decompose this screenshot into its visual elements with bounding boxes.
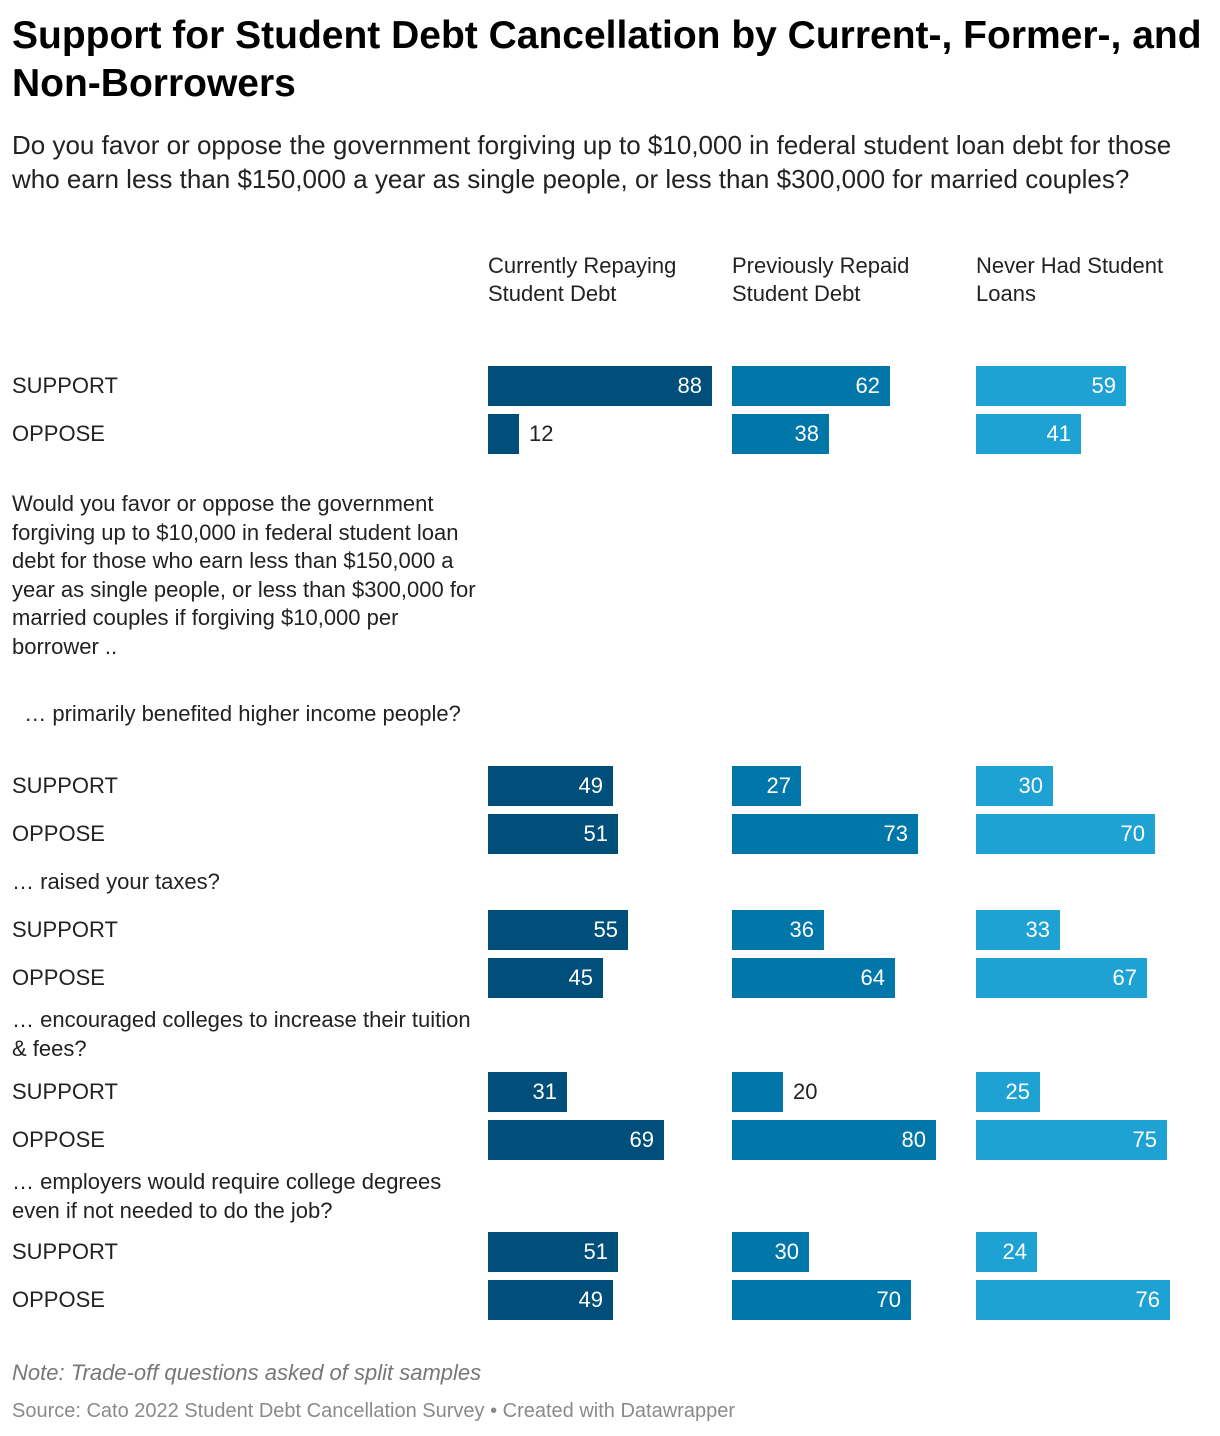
bar-value-label: 88	[677, 373, 702, 398]
chart-subtitle: Do you favor or oppose the government fo…	[12, 130, 1172, 194]
bar-never-had-support	[976, 1232, 1037, 1272]
bar-never-had-oppose	[976, 958, 1147, 998]
bar-value-label: 69	[629, 1127, 654, 1152]
chart-source: Source: Cato 2022 Student Debt Cancellat…	[12, 1398, 735, 1424]
bar-previously-repaid-support	[732, 910, 824, 950]
bar-never-had-oppose	[976, 814, 1155, 854]
bar-value-label: 55	[593, 917, 618, 942]
bar-value-label: 67	[1112, 965, 1137, 990]
bar-value-label: 75	[1132, 1127, 1157, 1152]
bar-value-label: 25	[1005, 1079, 1030, 1104]
bar-value-label: 70	[876, 1287, 901, 1312]
bar-never-had-support	[976, 766, 1053, 806]
bar-never-had-oppose	[976, 1120, 1167, 1160]
bar-currently-repaying-oppose	[488, 414, 519, 454]
bar-currently-repaying-oppose	[488, 1280, 613, 1320]
row-label-support: SUPPORT	[12, 373, 118, 398]
bar-never-had-support	[976, 910, 1060, 950]
bar-value-label: 27	[766, 773, 791, 798]
bar-value-label: 41	[1046, 421, 1071, 446]
bar-never-had-support	[976, 366, 1126, 406]
bar-value-label: 51	[583, 1239, 608, 1264]
bar-currently-repaying-oppose	[488, 814, 618, 854]
row-label-support: SUPPORT	[12, 1239, 118, 1264]
bar-value-label: 70	[1120, 821, 1145, 846]
bar-value-label: 24	[1002, 1239, 1027, 1264]
bar-currently-repaying-oppose	[488, 1120, 664, 1160]
bar-currently-repaying-support	[488, 1072, 567, 1112]
bar-previously-repaid-support	[732, 366, 890, 406]
bar-value-label: 30	[774, 1239, 799, 1264]
bar-value-label: 49	[578, 1287, 603, 1312]
bar-value-label: 31	[532, 1079, 557, 1104]
group-question: … primarily benefited higher income peop…	[12, 701, 461, 726]
bar-value-label: 64	[860, 965, 885, 990]
column-header-never-had: Never Had Student Loans	[976, 253, 1164, 306]
row-label-support: SUPPORT	[12, 1079, 118, 1104]
bar-value-label: 36	[789, 917, 814, 942]
group-question: … encouraged colleges to increase their …	[12, 1007, 477, 1061]
bar-value-label: 73	[883, 821, 908, 846]
source-separator: •	[484, 1400, 503, 1422]
chart-title: Support for Student Debt Cancellation by…	[12, 14, 1202, 105]
row-label-oppose: OPPOSE	[12, 821, 105, 846]
bar-value-label: 49	[578, 773, 603, 798]
row-label-oppose: OPPOSE	[12, 1127, 105, 1152]
bar-never-had-oppose	[976, 414, 1081, 454]
group-question: … raised your taxes?	[12, 869, 220, 894]
row-label-support: SUPPORT	[12, 917, 118, 942]
bar-previously-repaid-oppose	[732, 958, 895, 998]
bar-value-label: 30	[1018, 773, 1043, 798]
bar-previously-repaid-support	[732, 1232, 809, 1272]
bar-value-label: 80	[901, 1127, 926, 1152]
row-label-oppose: OPPOSE	[12, 1287, 105, 1312]
bar-value-label: 33	[1025, 917, 1050, 942]
bar-value-label: 76	[1135, 1287, 1160, 1312]
group-question: … employers would require college degree…	[12, 1169, 448, 1223]
bar-value-label: 62	[855, 373, 880, 398]
bar-previously-repaid-oppose	[732, 1280, 911, 1320]
bar-previously-repaid-support	[732, 766, 801, 806]
bar-never-had-support	[976, 1072, 1040, 1112]
row-label-support: SUPPORT	[12, 773, 118, 798]
bar-currently-repaying-support	[488, 910, 628, 950]
bar-currently-repaying-oppose	[488, 958, 603, 998]
bar-value-label: 59	[1091, 373, 1116, 398]
bar-never-had-oppose	[976, 1280, 1170, 1320]
source-text: Source: Cato 2022 Student Debt Cancellat…	[12, 1400, 485, 1422]
bar-previously-repaid-oppose	[732, 414, 829, 454]
bar-value-label: 38	[794, 421, 819, 446]
column-header-previously-repaid: Previously Repaid Student Debt	[732, 253, 910, 306]
row-label-oppose: OPPOSE	[12, 421, 105, 446]
bar-value-label: 20	[793, 1079, 818, 1104]
column-header-currently-repaying: Currently Repaying Student Debt	[488, 253, 677, 306]
credit-text: Created with Datawrapper	[502, 1400, 735, 1422]
bar-currently-repaying-support	[488, 766, 613, 806]
chart-note: Note: Trade-off questions asked of split…	[12, 1360, 482, 1385]
bar-currently-repaying-support	[488, 366, 712, 406]
bar-previously-repaid-support	[732, 1072, 783, 1112]
row-label-oppose: OPPOSE	[12, 965, 105, 990]
bar-value-label: 51	[583, 821, 608, 846]
bar-previously-repaid-oppose	[732, 1120, 936, 1160]
bar-previously-repaid-oppose	[732, 814, 918, 854]
bar-value-label: 12	[529, 421, 554, 446]
bar-value-label: 45	[568, 965, 593, 990]
followup-question-intro: Would you favor or oppose the government…	[12, 491, 476, 659]
bar-currently-repaying-support	[488, 1232, 618, 1272]
